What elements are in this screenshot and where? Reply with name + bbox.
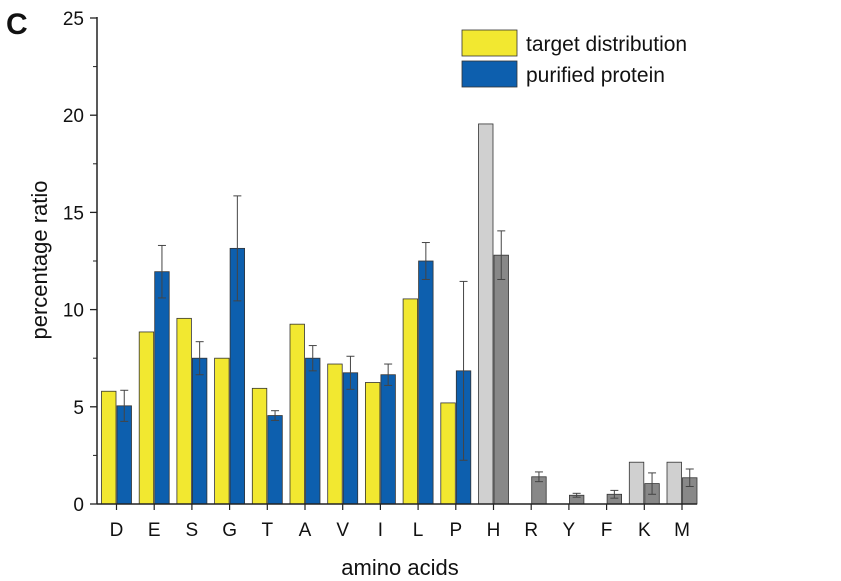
bar-target-distribution-L xyxy=(402,298,419,505)
bar-target-distribution-M xyxy=(666,461,682,505)
bar-purified-protein-A xyxy=(305,357,321,505)
bar-target-distribution-D xyxy=(101,390,117,505)
bar-purified-protein-I xyxy=(380,374,396,505)
panel-label: C xyxy=(6,8,28,41)
bar-target-distribution-G xyxy=(214,357,230,505)
bar-target-distribution-S xyxy=(176,317,192,505)
x-axis-label: amino acids xyxy=(341,555,458,580)
x-tick-label-L: L xyxy=(413,520,424,541)
bar-target-distribution-H xyxy=(478,123,494,505)
bar-target-distribution-P xyxy=(440,402,456,505)
y-tick-label: 5 xyxy=(73,398,84,419)
bar-target-distribution-I xyxy=(364,382,381,505)
error-bars-layer xyxy=(120,195,694,499)
y-tick-label: 25 xyxy=(63,9,84,30)
bar-target-distribution-V xyxy=(327,363,343,505)
x-tick-label-H: H xyxy=(487,520,501,541)
y-tick-label: 20 xyxy=(63,106,84,127)
y-tick-label: 10 xyxy=(63,301,84,322)
bar-purified-protein-S xyxy=(191,357,208,505)
bar-purified-protein-V xyxy=(342,372,359,505)
bar-purified-protein-T xyxy=(267,415,283,505)
bars-layer xyxy=(101,123,698,505)
legend-label-target-distribution: target distribution xyxy=(526,33,687,56)
x-tick-label-T: T xyxy=(261,520,273,541)
x-tick-label-D: D xyxy=(110,520,124,541)
bar-purified-protein-H xyxy=(493,254,509,505)
x-tick-label-G: G xyxy=(222,520,237,541)
bar-target-distribution-K xyxy=(628,461,645,505)
y-tick-label: 0 xyxy=(73,495,84,516)
bar-target-distribution-T xyxy=(251,387,268,505)
legend-swatch-purified-protein xyxy=(461,60,518,88)
y-axis-label: percentage ratio xyxy=(27,181,52,340)
bar-purified-protein-L xyxy=(418,260,434,505)
x-tick-label-S: S xyxy=(186,520,199,541)
bar-target-distribution-A xyxy=(289,323,305,505)
legend-label-purified-protein: purified protein xyxy=(526,64,665,87)
axes-layer xyxy=(90,17,697,510)
x-tick-label-V: V xyxy=(336,520,349,541)
x-tick-label-K: K xyxy=(638,520,651,541)
x-tick-label-M: M xyxy=(674,520,690,541)
x-tick-label-A: A xyxy=(299,520,312,541)
x-tick-label-F: F xyxy=(601,520,613,541)
x-tick-label-E: E xyxy=(148,520,161,541)
x-tick-label-P: P xyxy=(449,520,462,541)
legend-swatch-target-distribution xyxy=(461,29,518,57)
x-tick-label-Y: Y xyxy=(563,520,576,541)
x-tick-label-I: I xyxy=(378,520,383,541)
y-tick-label: 15 xyxy=(63,203,84,224)
tick-labels-layer: 0 5 10 15 20 25 D E S G T A V I L P H R Y F K M xyxy=(63,9,690,541)
legend: target distribution purified protein xyxy=(461,29,687,88)
bar-target-distribution-E xyxy=(138,331,155,505)
bar-purified-protein-E xyxy=(154,271,170,505)
x-tick-label-R: R xyxy=(524,520,538,541)
